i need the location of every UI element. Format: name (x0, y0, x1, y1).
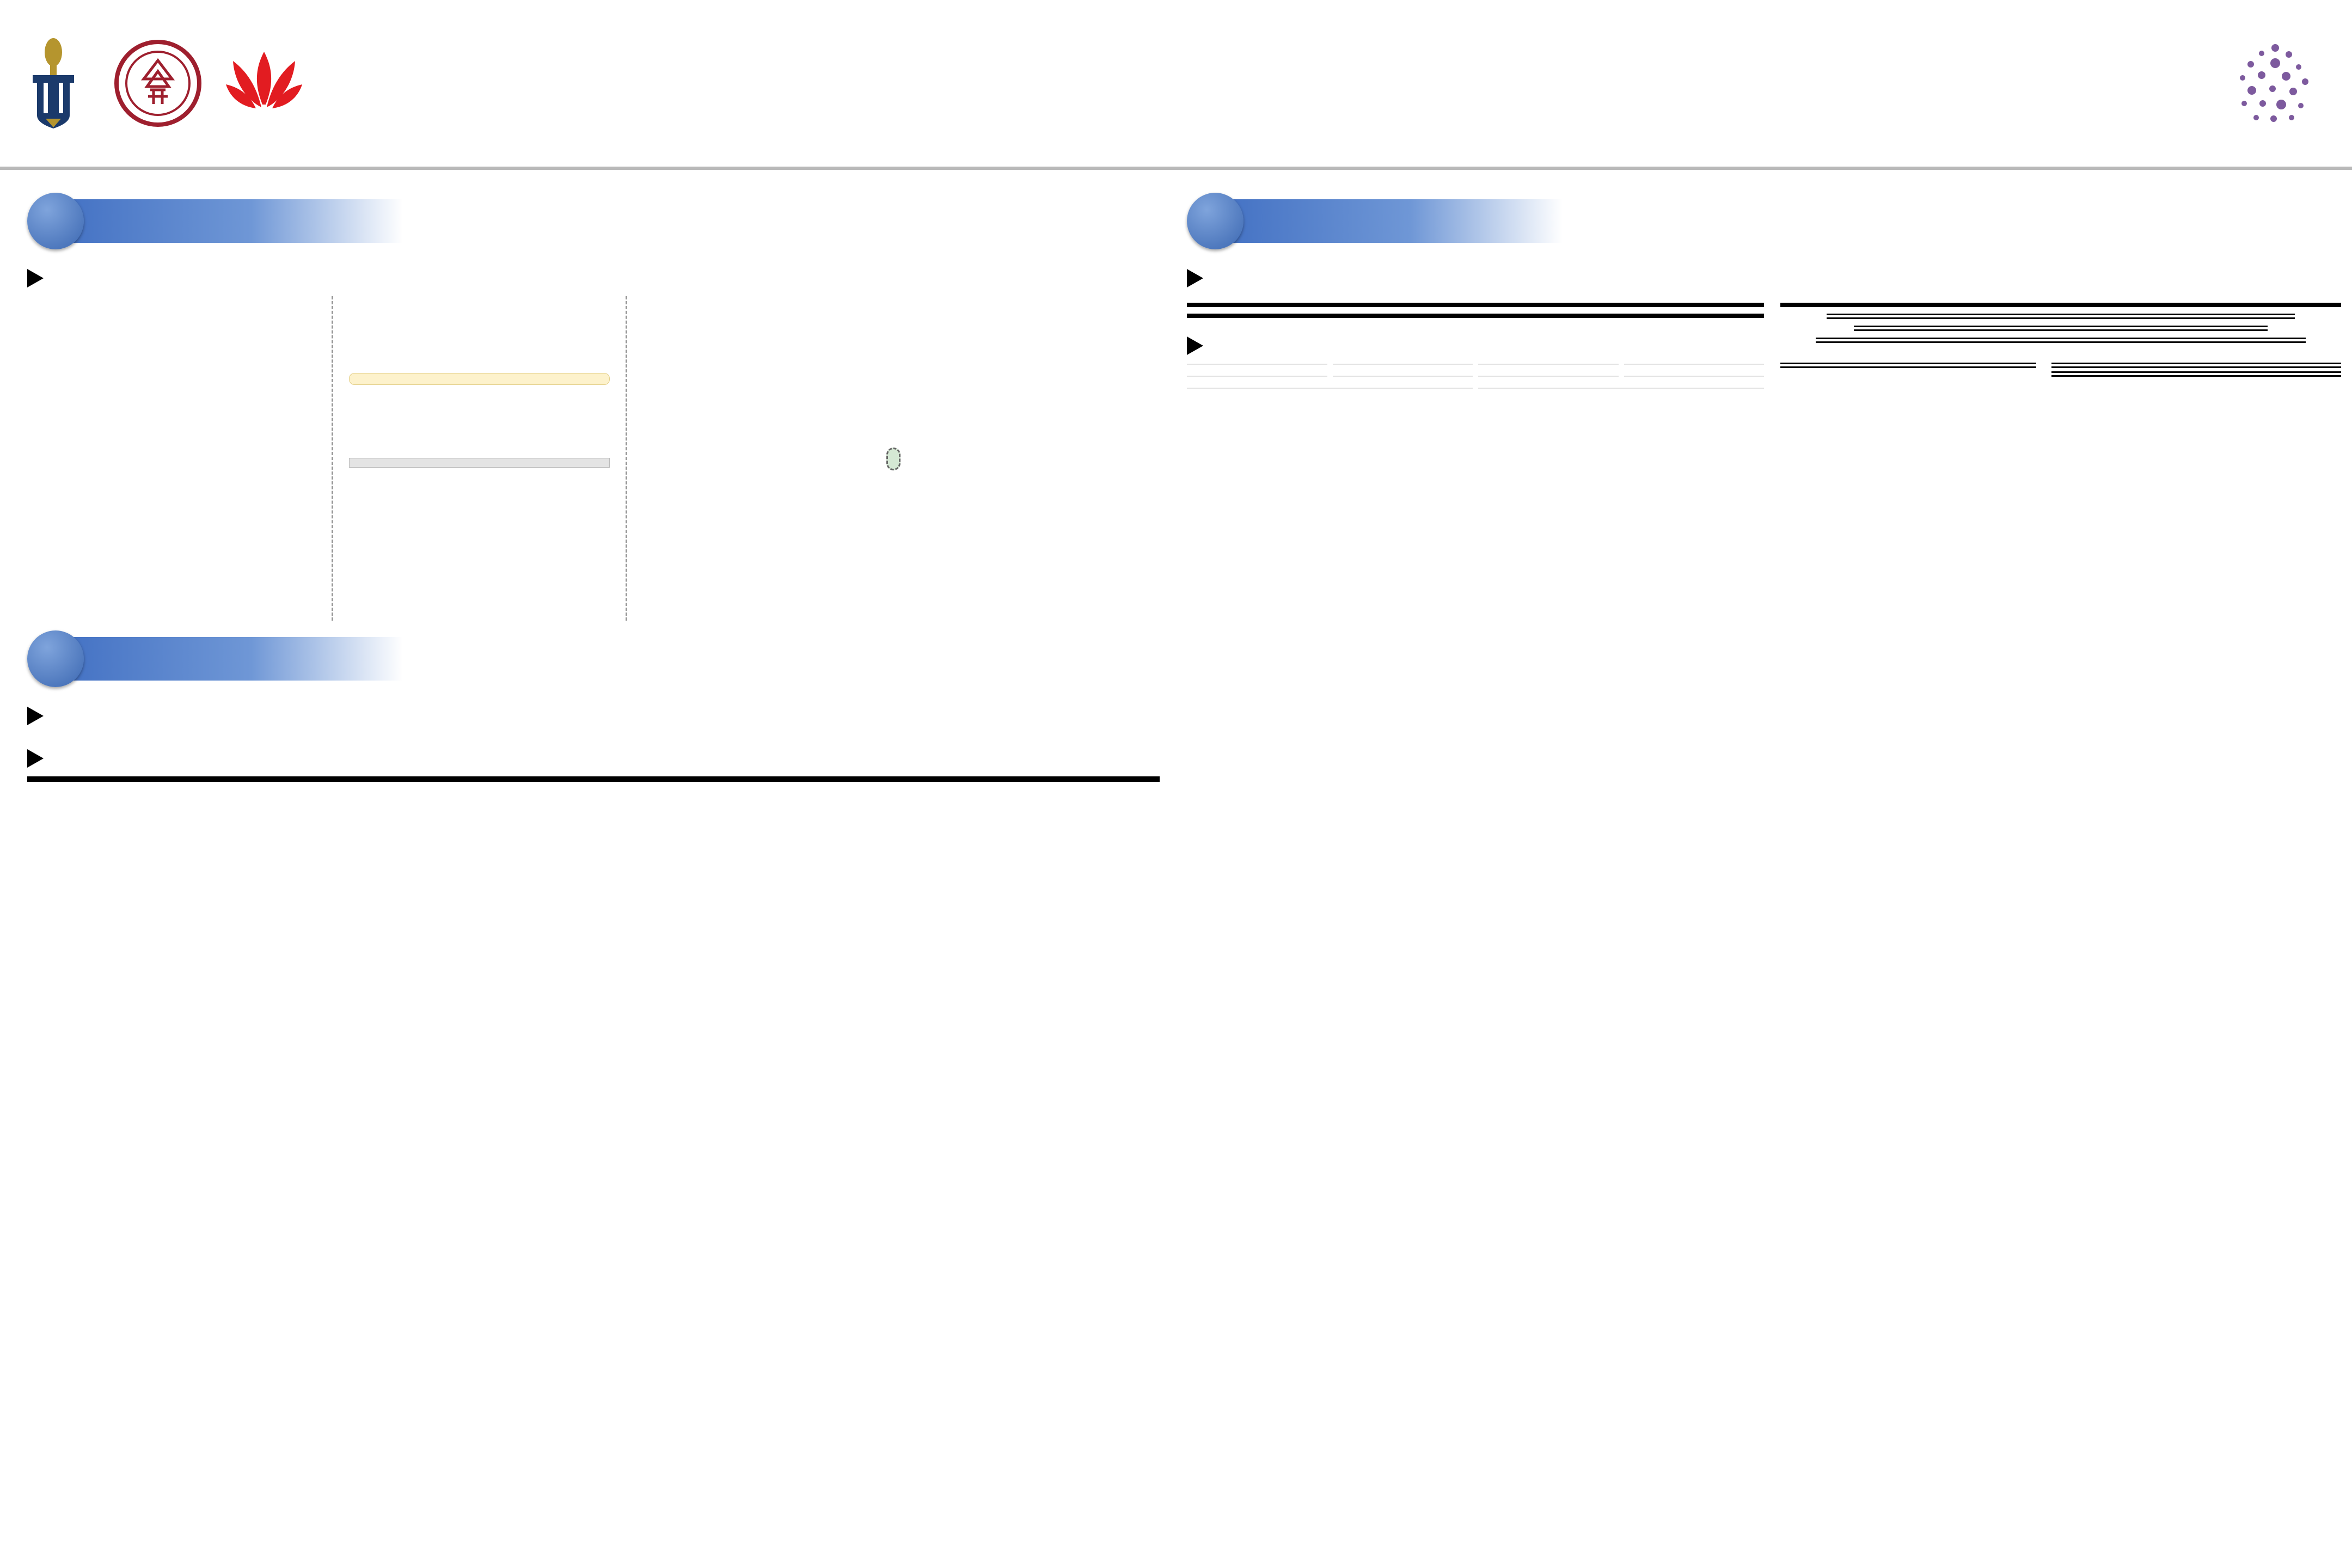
architecture-bullet (27, 700, 1160, 725)
figure3-mae-chart (1187, 364, 1327, 365)
poster-header (0, 0, 2352, 170)
figure3-rmse-chart (1332, 364, 1473, 365)
figure-panel-stgnn (27, 296, 333, 621)
figure-panel-stfm (333, 296, 628, 621)
figure4-long-chart (1624, 364, 1764, 365)
section-number (1187, 193, 1244, 249)
ecnu-logo-icon (114, 40, 201, 127)
section-banner-architecture (27, 628, 1160, 689)
section-number (27, 193, 84, 249)
table-5 (1780, 363, 2036, 368)
section-banner-motivation (27, 191, 1160, 252)
stage1-blocks (633, 304, 861, 614)
title-block (457, 79, 2004, 87)
ablation-bullet (1187, 330, 1764, 355)
table-5-block (1780, 359, 2036, 377)
tokenizer-block (349, 458, 610, 468)
experiments-right-subcolumn (1780, 296, 2341, 400)
banner-bar (1225, 199, 1563, 243)
institution-logos (22, 37, 457, 130)
figure5-efficiency-chart (1187, 388, 1473, 389)
table-6 (2051, 363, 2341, 368)
figure8-mae-chart (1187, 376, 1327, 377)
aspect-comparison-table (27, 776, 1160, 782)
huawei-logo-icon (223, 47, 305, 119)
bullet-arrow-icon (27, 707, 60, 725)
table-8 (1827, 314, 2295, 319)
figure-panel-factost (627, 296, 1160, 621)
figure9-mae-chart (1478, 376, 1619, 377)
table-10 (1816, 338, 2306, 343)
bullet-arrow-icon (27, 269, 60, 287)
fewshot-bullet (1187, 262, 2341, 287)
section-number (27, 630, 84, 687)
right-column (1187, 187, 2341, 400)
banner-bar (65, 637, 403, 681)
bullet-arrow-icon (27, 749, 60, 768)
table-7 (2051, 371, 2341, 377)
hkust-logo-icon (22, 37, 93, 130)
stage2-blocks (926, 304, 1154, 614)
section-banner-experiments (1187, 191, 2341, 252)
figure4-short-chart (1478, 364, 1619, 365)
table-3 (1780, 303, 2341, 307)
figure6-tsne-chart (1478, 388, 1764, 389)
motivation-figure (27, 296, 1160, 621)
neurips-dots-icon (2240, 44, 2308, 122)
figure8-rmse-chart (1332, 376, 1473, 377)
table-6-7-block (2051, 359, 2341, 377)
banner-bar (65, 199, 403, 243)
temporal-backbone-block (886, 448, 901, 470)
universal-model-block (349, 372, 610, 385)
bullet-arrow-icon (1187, 336, 1220, 355)
poster-body (0, 180, 2352, 1568)
motivation-bullet (27, 262, 1160, 287)
table-4 (1187, 314, 1764, 318)
experiments-left-subcolumn (1187, 296, 1764, 400)
left-column (27, 187, 1160, 782)
bullet-arrow-icon (1187, 269, 1220, 287)
stgnn-bullet (27, 743, 1160, 768)
table-9 (1854, 326, 2268, 331)
neurips-logo (2004, 37, 2330, 130)
table-2 (1187, 303, 1764, 307)
figure9-rmse-chart (1624, 376, 1764, 377)
